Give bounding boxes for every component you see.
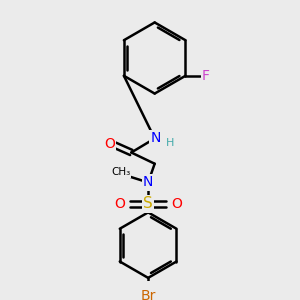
- Text: F: F: [202, 69, 210, 83]
- Text: H: H: [166, 138, 174, 148]
- Text: O: O: [171, 197, 182, 211]
- Text: O: O: [115, 197, 125, 211]
- Text: N: N: [150, 131, 161, 146]
- Text: Br: Br: [140, 289, 156, 300]
- Text: O: O: [104, 137, 115, 151]
- Text: N: N: [143, 176, 153, 189]
- Text: S: S: [143, 196, 153, 211]
- Text: CH₃: CH₃: [111, 167, 130, 177]
